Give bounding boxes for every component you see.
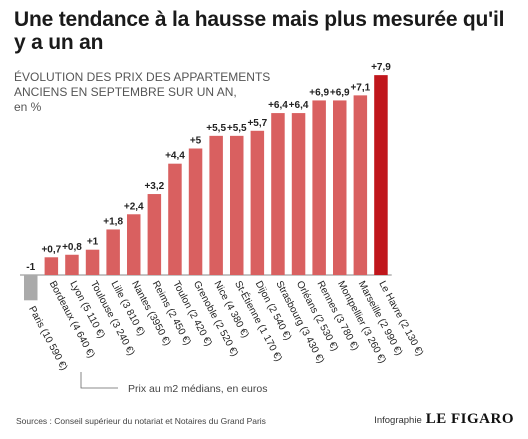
subtitle-line: ANCIENS EN SEPTEMBRE SUR UN AN,: [14, 85, 237, 99]
bar-1: [44, 257, 59, 275]
bar-11: [250, 130, 265, 275]
chart-title: Une tendance à la hausse mais plus mesur…: [14, 8, 505, 54]
bar-14: [312, 100, 326, 276]
bar-10: [230, 135, 244, 275]
credit: Infographie LE FIGARO: [374, 411, 514, 428]
value-label-12: +6,4: [268, 100, 288, 111]
bar-13: [291, 113, 306, 275]
bar-3: [85, 249, 100, 275]
bar-9: [209, 135, 223, 275]
credit-label: Infographie: [374, 415, 422, 426]
value-label-13: +6,4: [289, 100, 309, 111]
value-label-8: +5: [190, 136, 202, 147]
value-label-1: +0,7: [41, 244, 61, 255]
value-label-11: +5,7: [247, 118, 267, 129]
bar-12: [271, 113, 285, 275]
bar-6: [147, 194, 162, 275]
note-text: Prix au m2 médians, en euros: [128, 383, 267, 395]
bar-7: [168, 163, 182, 275]
value-label-7: +4,4: [165, 151, 185, 162]
value-label-17: +7,9: [371, 62, 391, 73]
subtitle-line: ÉVOLUTION DES PRIX DES APPARTEMENTS: [14, 70, 271, 84]
le-figaro-logo: LE FIGARO: [425, 411, 514, 427]
chart-subtitle: ÉVOLUTION DES PRIX DES APPARTEMENTS ANCI…: [14, 70, 314, 115]
value-label-4: +1,8: [103, 216, 123, 227]
value-label-9: +5,5: [206, 123, 226, 134]
value-label-6: +3,2: [144, 181, 164, 192]
source-note: Sources : Conseil supérieur du notariat …: [16, 416, 266, 426]
bar-2: [65, 254, 79, 275]
value-label-0: -1: [26, 262, 35, 273]
value-label-15: +6,9: [330, 87, 350, 98]
subtitle-line: en %: [14, 100, 42, 114]
value-label-14: +6,9: [309, 87, 329, 98]
bar-15: [333, 100, 347, 276]
bar-0: [24, 275, 38, 301]
value-label-3: +1: [87, 237, 99, 248]
bar-16: [353, 95, 368, 276]
bar-8: [188, 148, 203, 275]
value-label-2: +0,8: [62, 242, 82, 253]
bar-5: [127, 214, 141, 275]
value-label-5: +2,4: [124, 201, 144, 212]
value-label-16: +7,1: [350, 82, 370, 93]
value-label-10: +5,5: [227, 123, 247, 134]
bar-4: [106, 229, 120, 275]
tick-label-0: Paris (10 590 €): [26, 305, 69, 373]
bar-17: [374, 75, 388, 275]
note-connector: [80, 372, 118, 389]
